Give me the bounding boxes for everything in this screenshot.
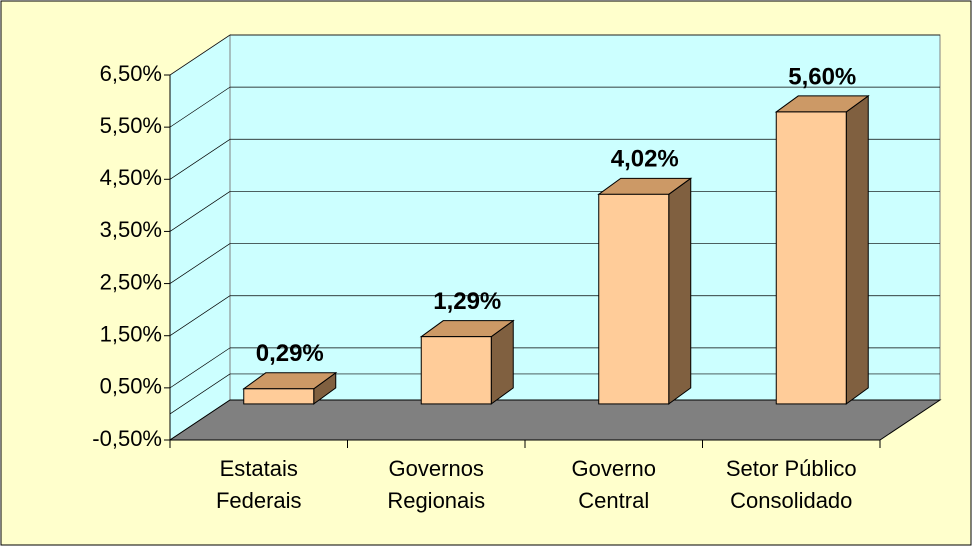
bar-side xyxy=(668,177,692,405)
grid-line xyxy=(169,243,231,284)
side-wall xyxy=(169,34,231,441)
floor xyxy=(168,399,942,441)
y-tick-label: 0,50% xyxy=(100,374,162,399)
bar xyxy=(243,388,315,405)
y-tick-label: 6,50% xyxy=(100,61,162,86)
y-tick-label: 1,50% xyxy=(100,322,162,347)
x-tick-label: Setor Público xyxy=(726,456,857,481)
y-tick-label: 3,50% xyxy=(100,217,162,242)
value-label: 1,29% xyxy=(433,288,501,315)
grid-line xyxy=(169,138,231,180)
bars xyxy=(242,94,870,405)
x-tick-label: Governo xyxy=(572,456,656,481)
y-tick-label: 2,50% xyxy=(100,269,162,294)
bar xyxy=(420,336,492,405)
x-tick-label: Federais xyxy=(216,488,302,513)
grid-line xyxy=(169,34,231,76)
x-tick-label: Central xyxy=(578,488,649,513)
bar xyxy=(598,193,670,405)
value-label: 0,29% xyxy=(256,340,324,367)
x-tick-label: Consolidado xyxy=(730,488,852,513)
bar-side xyxy=(845,94,869,405)
value-label: 5,60% xyxy=(788,63,856,90)
y-tick-label: -0,50% xyxy=(92,426,162,451)
value-label: 4,02% xyxy=(611,146,679,173)
grid-line xyxy=(169,347,231,389)
y-tick-label: 4,50% xyxy=(100,165,162,190)
x-tick-label: Governos xyxy=(389,456,484,481)
bar xyxy=(775,111,847,405)
x-tick-label: Estatais xyxy=(220,456,298,481)
zero-line xyxy=(169,373,231,415)
x-tick-label: Regionais xyxy=(387,488,485,513)
grid-line xyxy=(169,191,231,232)
y-tick-label: 5,50% xyxy=(100,113,162,138)
grid-line xyxy=(169,295,231,337)
grid-line xyxy=(169,86,231,128)
